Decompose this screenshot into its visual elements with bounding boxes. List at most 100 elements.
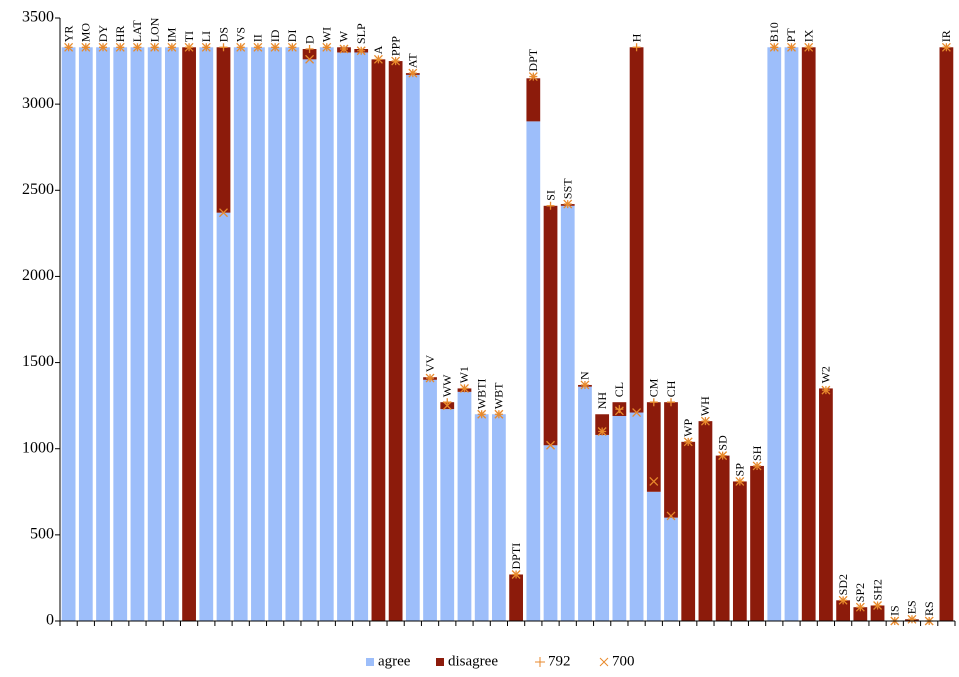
marker — [391, 56, 401, 66]
marker — [201, 42, 211, 52]
bar-segment — [578, 386, 592, 621]
y-tick-label: 2500 — [22, 181, 54, 198]
category-label: WBTI — [474, 379, 488, 410]
marker — [64, 42, 74, 52]
legend-swatch — [366, 658, 374, 666]
y-tick-label: 0 — [46, 612, 54, 629]
bar-segment — [543, 445, 558, 621]
bar-segment — [354, 52, 369, 621]
legend-label: agree — [378, 653, 411, 669]
marker — [649, 398, 658, 407]
bar-segment — [319, 47, 334, 621]
marker — [460, 383, 469, 393]
category-label: WW — [440, 374, 454, 397]
marker — [632, 43, 641, 52]
legend-swatch — [599, 657, 609, 667]
category-label: PT — [784, 28, 798, 43]
category-label: SP — [733, 463, 747, 477]
marker — [649, 476, 659, 486]
category-label: W2 — [819, 366, 833, 383]
bar-segment — [474, 414, 489, 621]
bar-segment — [337, 52, 351, 621]
marker — [81, 42, 91, 52]
category-label: II — [251, 34, 265, 42]
bar-segment — [526, 121, 541, 621]
marker — [442, 401, 452, 411]
y-tick-label: 1000 — [22, 439, 54, 456]
category-label: TI — [182, 31, 196, 42]
bar-segment — [216, 212, 231, 621]
marker — [373, 54, 383, 64]
category-label: IR — [939, 30, 953, 42]
category-label: IM — [165, 27, 179, 42]
category-label: N — [578, 371, 592, 380]
bar-segment — [801, 47, 816, 621]
marker — [632, 408, 642, 417]
category-label: SST — [560, 178, 574, 199]
bar-segment — [526, 78, 541, 122]
category-label: WP — [681, 418, 695, 436]
bar-segment — [836, 600, 851, 621]
bar-segment — [302, 49, 317, 60]
marker — [700, 416, 710, 426]
marker — [322, 42, 332, 52]
category-label: SD — [715, 435, 729, 451]
bar-segment — [285, 47, 300, 621]
category-label: IX — [801, 29, 815, 42]
category-label: DPT — [526, 48, 540, 71]
marker — [511, 570, 521, 579]
bar-segment — [543, 205, 558, 446]
marker — [735, 476, 745, 486]
marker — [305, 45, 314, 54]
y-tick-label: 3500 — [22, 9, 54, 26]
bar-segment — [595, 414, 610, 435]
category-label: RS — [922, 601, 936, 616]
marker — [787, 42, 796, 52]
category-label: ID — [268, 29, 282, 42]
category-label: WH — [698, 396, 712, 416]
marker — [580, 380, 590, 390]
category-label: LAT — [130, 20, 144, 43]
marker — [769, 42, 779, 52]
bar-segment — [302, 59, 317, 621]
bar-segment — [767, 47, 782, 621]
bar-segment — [509, 574, 523, 621]
marker — [667, 398, 676, 407]
bar-segment — [61, 47, 76, 621]
marker — [855, 602, 865, 612]
y-tick-label: 1500 — [22, 353, 54, 370]
marker — [132, 42, 142, 52]
category-label: W — [337, 30, 351, 42]
y-tick-label: 500 — [30, 526, 54, 543]
legend-swatch — [436, 658, 444, 666]
bar-segment — [130, 47, 145, 621]
marker — [339, 44, 349, 54]
marker — [614, 406, 624, 416]
category-label: PPP — [388, 36, 402, 56]
bar-segment — [405, 74, 420, 621]
category-label: LI — [199, 31, 213, 42]
bar-segment — [492, 414, 506, 621]
marker — [597, 427, 607, 436]
marker — [546, 440, 555, 450]
marker — [666, 511, 676, 521]
bar-segment — [732, 481, 747, 621]
category-label: WI — [320, 27, 334, 42]
marker — [219, 208, 228, 218]
category-label: DY — [96, 25, 110, 43]
marker — [563, 199, 573, 209]
marker — [718, 451, 728, 461]
category-label: W1 — [457, 366, 471, 383]
bar-segment — [560, 205, 575, 621]
marker — [253, 42, 263, 52]
bar-segment — [939, 47, 954, 621]
marker — [804, 42, 814, 52]
bar-segment — [371, 59, 386, 621]
marker — [184, 42, 194, 52]
marker — [752, 461, 762, 471]
bar-segment — [96, 47, 110, 621]
legend-label: disagree — [448, 653, 498, 669]
category-label: SP2 — [853, 583, 867, 602]
bar-segment — [784, 47, 799, 621]
